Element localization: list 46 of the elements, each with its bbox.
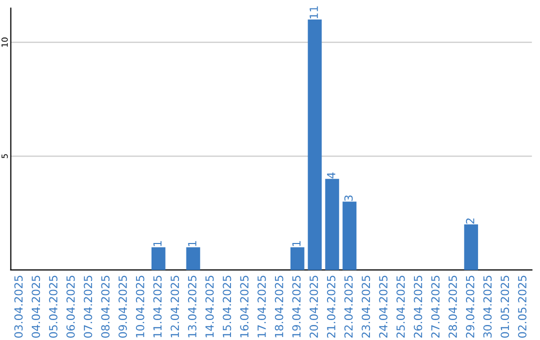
- x-tick-label: 01.05.2025: [500, 276, 510, 338]
- x-tick-label: 26.04.2025: [414, 276, 422, 338]
- x-tick-label: 19.04.2025: [292, 276, 301, 338]
- x-tick-label: 08.04.2025: [101, 276, 110, 338]
- x-tick-label: 11.04.2025: [153, 276, 162, 338]
- x-tick-label: 12.04.2025: [170, 276, 180, 338]
- bar: [342, 202, 356, 270]
- bar: [151, 247, 166, 270]
- bar: [186, 247, 200, 270]
- x-tick-label: 27.04.2025: [431, 276, 440, 338]
- x-tick-label: 22.04.2025: [344, 276, 353, 338]
- x-tick-label: 03.04.2025: [14, 276, 23, 338]
- y-tick-label: 5: [2, 154, 8, 158]
- bar: [325, 178, 340, 270]
- x-tick-label: 06.04.2025: [66, 276, 75, 338]
- x-tick-label: 28.04.2025: [448, 276, 457, 338]
- x-tick-label: 23.04.2025: [362, 276, 370, 338]
- data-label: 2: [466, 218, 474, 224]
- data-label: 1: [292, 241, 300, 246]
- x-tick-label: 14.04.2025: [205, 276, 214, 338]
- x-tick-label: 09.04.2025: [118, 276, 127, 338]
- x-tick-label: 02.05.2025: [518, 276, 526, 338]
- x-tick-label: 17.04.2025: [257, 276, 266, 338]
- data-label: 11: [310, 6, 318, 18]
- data-label: 4: [327, 172, 336, 178]
- x-tick-label: 13.04.2025: [188, 276, 196, 338]
- x-tick-label: 18.04.2025: [274, 276, 284, 338]
- x-tick-label: 25.04.2025: [396, 276, 405, 338]
- x-tick-label: 21.04.2025: [326, 276, 336, 338]
- x-tick-label: 30.04.2025: [483, 276, 492, 338]
- data-label: 1: [188, 241, 196, 246]
- x-tick-label: 05.04.2025: [49, 276, 58, 338]
- x-tick-label: 29.04.2025: [466, 276, 474, 338]
- x-tick-label: 24.04.2025: [379, 276, 388, 338]
- x-tick-label: 20.04.2025: [310, 276, 318, 338]
- y-tick-label: 10: [1, 38, 8, 47]
- x-tick-label: 10.04.2025: [136, 276, 144, 338]
- x-tick-label: 04.04.2025: [32, 276, 40, 338]
- x-tick-label: 07.04.2025: [84, 276, 92, 338]
- data-label: 1: [153, 241, 162, 246]
- data-label: 3: [344, 195, 353, 201]
- x-tick-label: 15.04.2025: [222, 276, 232, 338]
- bar: [308, 20, 322, 270]
- x-tick-label: 16.04.2025: [240, 276, 249, 338]
- bar: [290, 247, 304, 270]
- bar: [464, 224, 478, 270]
